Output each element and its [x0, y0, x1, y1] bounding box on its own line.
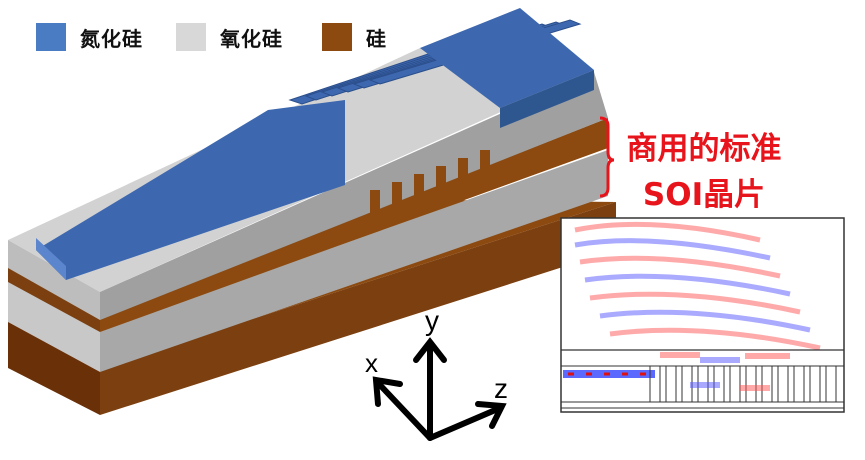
- upper-oxide-front: [8, 240, 100, 320]
- legend-swatch-oxide: [176, 23, 206, 51]
- legend-item-silicon-nitride: 氮化硅: [36, 22, 143, 52]
- legend-item-silicon: 硅: [322, 22, 387, 52]
- nitride-output-pad: [420, 8, 594, 108]
- soi-bracket: [599, 116, 615, 198]
- axis-label-z: z: [494, 373, 508, 404]
- bottom-silicon-front-face: [8, 320, 100, 415]
- nitride-output-pad-face: [500, 70, 594, 128]
- bottom-silicon-side-face: [100, 202, 616, 415]
- lower-oxide-side: [100, 150, 608, 372]
- soi-annotation: 商用的标准 SOI晶片: [618, 126, 790, 218]
- legend-label-silicon: 硅: [366, 26, 387, 51]
- legend-label-oxide: 氧化硅: [220, 26, 283, 51]
- legend-item-silicon-oxide: 氧化硅: [176, 22, 283, 52]
- axis-label-y: y: [425, 305, 439, 336]
- annotation-line1: 商用的标准: [626, 131, 782, 167]
- legend-label-nitride: 氮化硅: [80, 26, 143, 51]
- silicon-layer-front: [8, 267, 100, 332]
- field-simulation-inset: [560, 217, 845, 413]
- axis-arrows: [372, 337, 507, 441]
- grating-trenches: [370, 150, 490, 224]
- upper-oxide-side: [100, 72, 608, 320]
- legend-swatch-nitride: [36, 23, 66, 51]
- lower-oxide-front: [8, 280, 100, 372]
- annotation-line2: SOI晶片: [642, 177, 766, 213]
- nitride-taper: [36, 100, 345, 280]
- axis-label-x: x: [365, 348, 378, 378]
- legend-swatch-silicon: [322, 23, 352, 51]
- nitride-taper-edge: [36, 238, 66, 280]
